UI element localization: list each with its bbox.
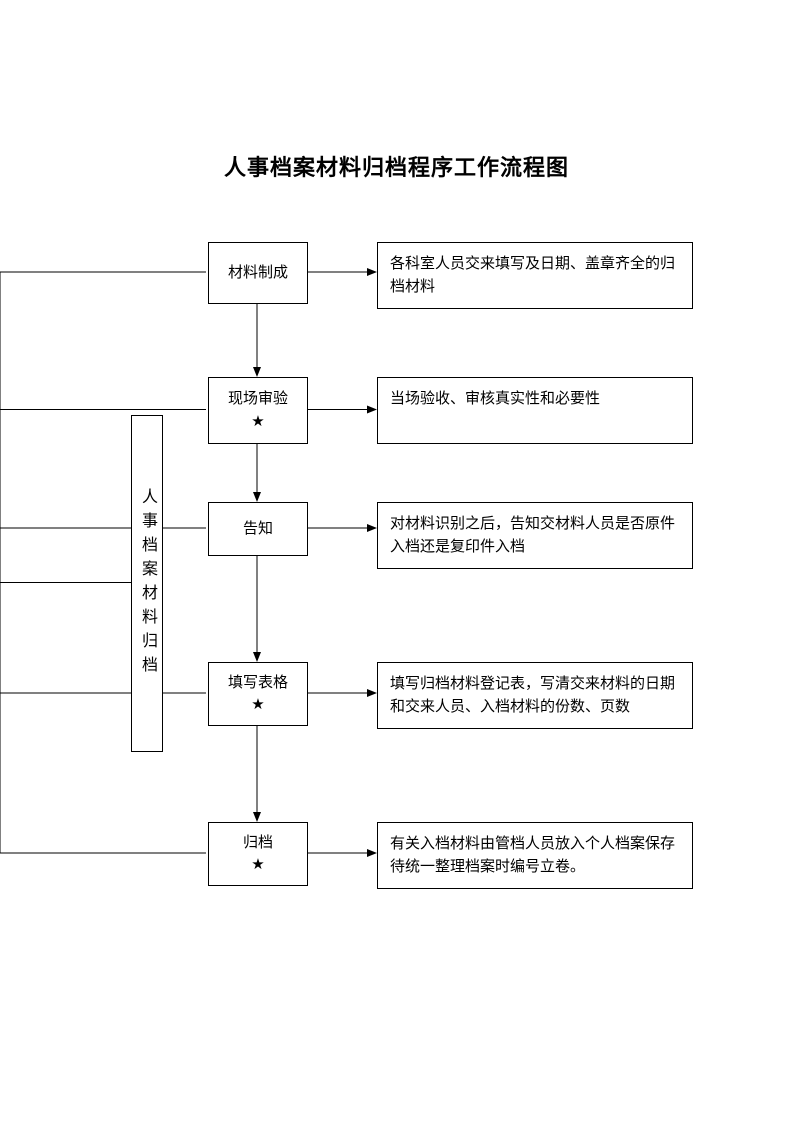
step-s1: 材料制成 [208, 242, 308, 304]
desc-s1: 各科室人员交来填写及日期、盖章齐全的归档材料 [377, 242, 693, 309]
step-s2: 现场审验★ [208, 377, 308, 444]
desc-s2: 当场验收、审核真实性和必要性 [377, 377, 693, 444]
star-icon: ★ [251, 694, 264, 717]
step-s3: 告知 [208, 502, 308, 556]
step-label: 材料制成 [228, 262, 288, 285]
star-icon: ★ [251, 854, 264, 877]
step-s4: 填写表格★ [208, 662, 308, 726]
connector-lines [0, 182, 793, 1082]
step-label: 归档 [243, 832, 273, 855]
sidebar-box: 人事档案材料归档 [131, 415, 163, 752]
step-label: 填写表格 [228, 672, 288, 695]
desc-s5: 有关入档材料由管档人员放入个人档案保存待统一整理档案时编号立卷。 [377, 822, 693, 889]
step-label: 现场审验 [228, 388, 288, 411]
desc-s3: 对材料识别之后，告知交材料人员是否原件入档还是复印件入档 [377, 502, 693, 569]
sidebar-label: 人事档案材料归档 [135, 488, 159, 680]
flowchart: 人事档案材料归档材料制成各科室人员交来填写及日期、盖章齐全的归档材料现场审验★当… [0, 182, 793, 1082]
step-s5: 归档★ [208, 822, 308, 886]
page-title: 人事档案材料归档程序工作流程图 [0, 0, 793, 182]
step-label: 告知 [243, 518, 273, 541]
desc-s4: 填写归档材料登记表，写清交来材料的日期和交来人员、入档材料的份数、页数 [377, 662, 693, 729]
star-icon: ★ [251, 411, 264, 434]
